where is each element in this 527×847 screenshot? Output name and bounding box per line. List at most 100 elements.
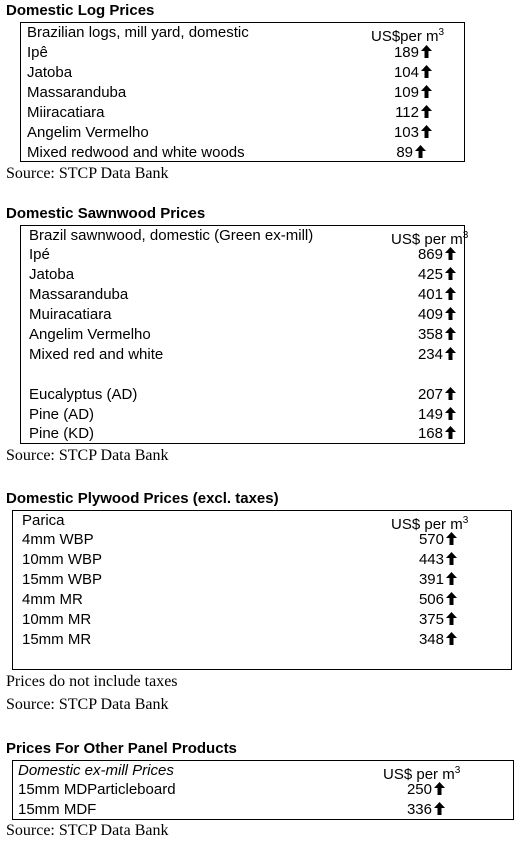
row-label: 15mm MDParticleboard (18, 781, 176, 798)
row-label: Massaranduba (29, 286, 129, 303)
up-arrow-icon (445, 307, 456, 320)
table-row: Massaranduba 401 (21, 285, 464, 305)
row-value: 506 (419, 590, 457, 610)
value-text: 375 (418, 611, 444, 628)
table-row: Muiracatiara 409 (21, 305, 464, 325)
row-value: 207 (418, 385, 456, 405)
row-value: 375 (419, 610, 457, 630)
up-arrow-icon (446, 552, 457, 565)
table-row: Ipé 869 (21, 245, 464, 265)
row-label: Jatoba (27, 64, 73, 81)
table-row: 15mm MR 348 (13, 630, 511, 650)
table-row: Ipê 189 (21, 43, 464, 63)
value-text: 409 (417, 306, 443, 323)
section-title-other-panel-prices: Prices For Other Panel Products (6, 740, 237, 757)
unit-text: US$ per m (391, 231, 463, 248)
value-text: 570 (418, 531, 444, 548)
row-value: 409 (418, 305, 456, 325)
value-text: 348 (418, 631, 444, 648)
unit-text: US$ per m (383, 766, 455, 783)
header-unit: US$per m3 (371, 23, 444, 47)
up-arrow-icon (445, 247, 456, 260)
sawnwood-prices-table: Brazil sawnwood, domestic (Green ex-mill… (20, 225, 468, 444)
table-row: 15mm MDParticleboard 250 (13, 780, 513, 800)
row-label: Eucalyptus (AD) (29, 386, 138, 403)
value-text: 189 (393, 44, 419, 61)
row-value: 336 (407, 800, 445, 820)
source-note: Source: STCP Data Bank (6, 165, 169, 182)
table-row: Pine (AD) 149 (21, 405, 464, 425)
table-header: Brazil sawnwood, domestic (Green ex-mill… (21, 226, 468, 248)
up-arrow-icon (421, 65, 432, 78)
value-text: 112 (395, 104, 419, 121)
table-row: Angelim Vermelho 103 (21, 123, 464, 143)
value-text: 109 (393, 84, 419, 101)
value-text: 443 (418, 551, 444, 568)
header-label: Brazil sawnwood, domestic (Green ex-mill… (29, 227, 314, 244)
row-label: Mixed red and white (29, 346, 164, 363)
up-arrow-icon (421, 45, 432, 58)
row-value: 189 (394, 43, 432, 63)
up-arrow-icon (446, 612, 457, 625)
table-row: Angelim Vermelho 358 (21, 325, 464, 345)
row-value: 391 (419, 570, 457, 590)
up-arrow-icon (445, 327, 456, 340)
table-row: Mixed red and white 234 (21, 345, 464, 365)
row-value: 443 (419, 550, 457, 570)
table-row: 10mm MR 375 (13, 610, 511, 630)
table-row: Jatoba 425 (21, 265, 464, 285)
value-text: 207 (417, 386, 443, 403)
table-row: Mixed redwood and white woods 89 (21, 143, 464, 163)
unit-superscript: 3 (454, 765, 461, 776)
row-label: Mixed redwood and white woods (27, 144, 245, 161)
unit-text: US$per m (371, 28, 439, 45)
header-label: Domestic ex-mill Prices (18, 762, 174, 779)
up-arrow-icon (445, 387, 456, 400)
value-text: 869 (417, 246, 443, 263)
row-label: 4mm WBP (22, 531, 94, 548)
value-text: 168 (417, 425, 443, 442)
header-unit: US$ per m3 (391, 226, 468, 250)
table-row: 4mm WBP 570 (13, 530, 511, 550)
row-label: Pine (KD) (29, 425, 95, 442)
row-label: Angelim Vermelho (27, 124, 149, 141)
row-label: Pine (AD) (29, 406, 95, 423)
up-arrow-icon (446, 572, 457, 585)
row-value: 869 (418, 245, 456, 265)
row-label: 10mm MR (22, 611, 92, 628)
up-arrow-icon (446, 592, 457, 605)
unit-text: US$ per m (391, 516, 463, 533)
header-label: Brazilian logs, mill yard, domestic (27, 24, 249, 41)
up-arrow-icon (446, 532, 457, 545)
value-text: 149 (417, 406, 443, 423)
table-row: Pine (KD) 168 (21, 424, 464, 444)
taxes-note: Prices do not include taxes (6, 673, 178, 690)
unit-superscript: 3 (438, 27, 445, 38)
up-arrow-icon (445, 267, 456, 280)
source-note: Source: STCP Data Bank (6, 447, 169, 464)
source-note: Source: STCP Data Bank (6, 696, 169, 713)
row-label: Jatoba (29, 266, 75, 283)
up-arrow-icon (421, 105, 432, 118)
row-label: 15mm MDF (18, 801, 97, 818)
value-text: 391 (418, 571, 444, 588)
up-arrow-icon (421, 125, 432, 138)
value-text: 104 (393, 64, 419, 81)
log-prices-table: Brazilian logs, mill yard, domestic US$p… (20, 22, 465, 162)
table-row: 15mm MDF 336 (13, 800, 513, 820)
row-value: 112 (395, 103, 432, 123)
row-value: 348 (419, 630, 457, 650)
row-label: Miiracatiara (27, 104, 105, 121)
row-label: 15mm MR (22, 631, 92, 648)
value-text: 103 (393, 124, 419, 141)
table-row: 4mm MR 506 (13, 590, 511, 610)
header-unit: US$ per m3 (391, 511, 468, 535)
plywood-prices-table: Parica US$ per m3 4mm WBP 570 10mm WBP 443… (12, 510, 512, 670)
row-value: 109 (394, 83, 432, 103)
value-text: 250 (406, 781, 432, 798)
row-value: 250 (407, 780, 445, 800)
table-row: 15mm WBP 391 (13, 570, 511, 590)
table-row: 10mm WBP 443 (13, 550, 511, 570)
row-value: 149 (418, 405, 456, 425)
up-arrow-icon (446, 632, 457, 645)
